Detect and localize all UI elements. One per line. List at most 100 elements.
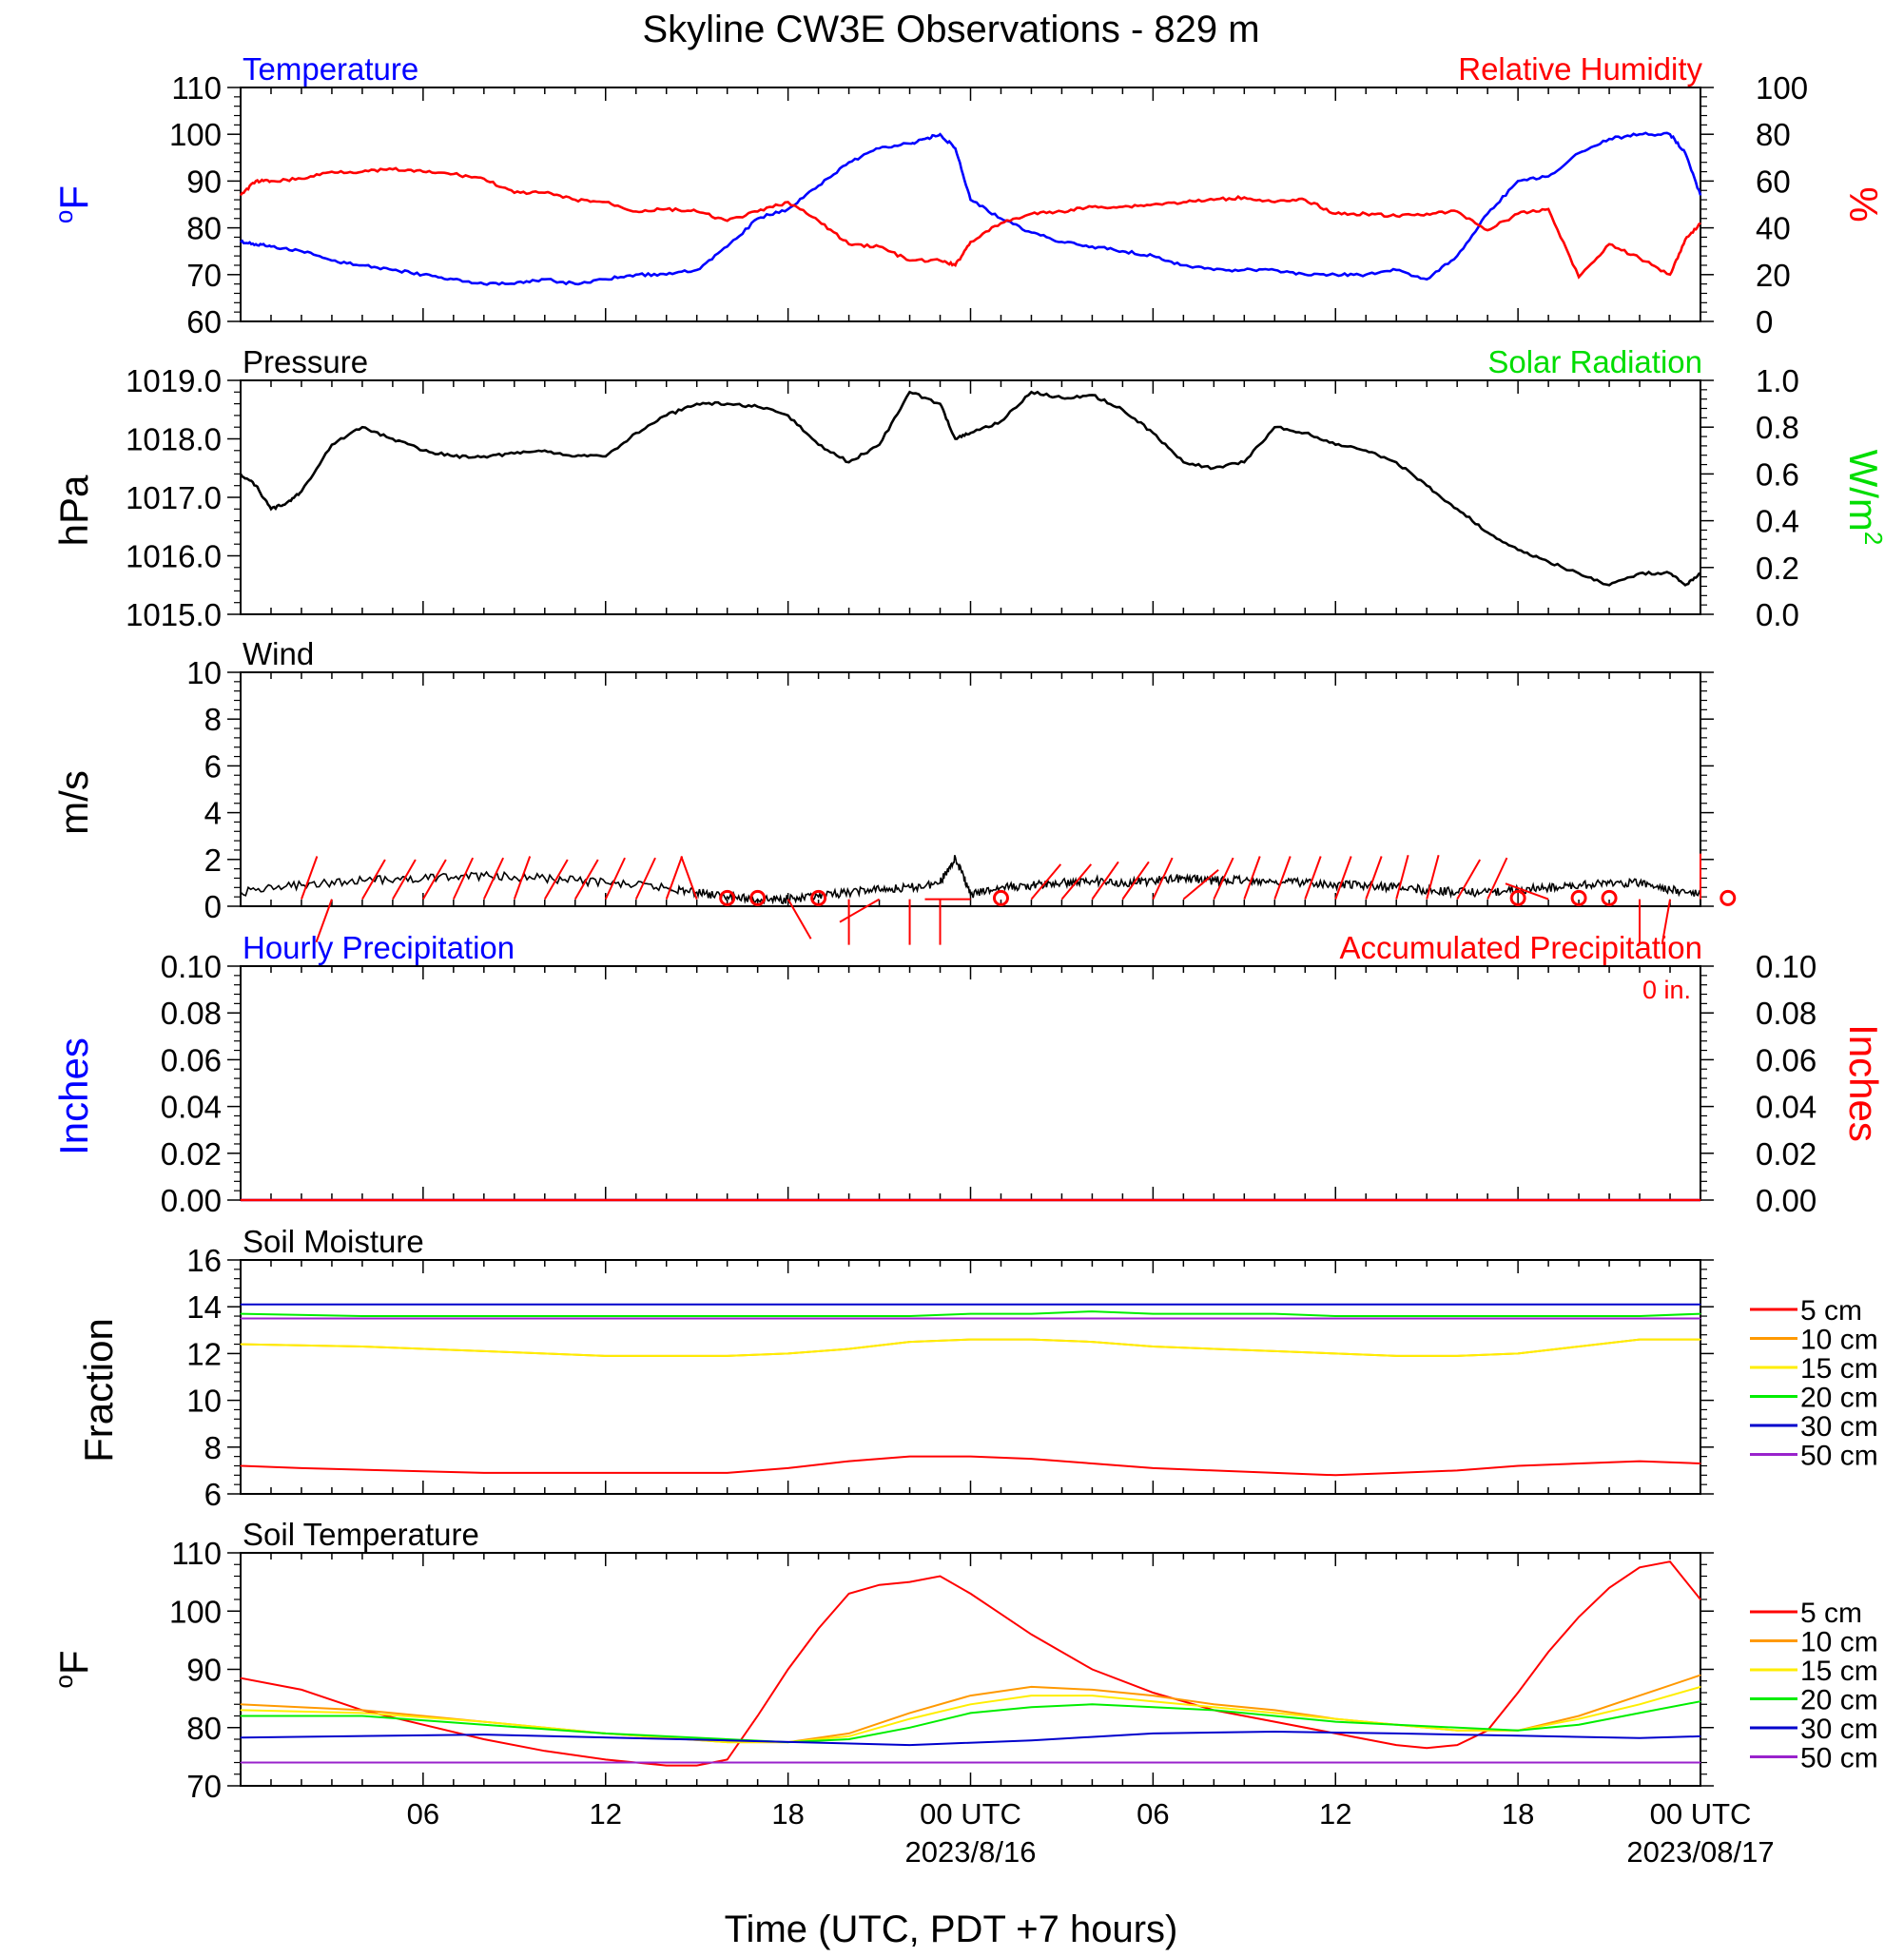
data-point [1365, 274, 1367, 276]
data-point [544, 450, 546, 452]
data-point [514, 453, 515, 455]
y-axis-label: oF [49, 1650, 96, 1688]
data-point [969, 199, 972, 201]
y-right-tick-label: 60 [1756, 164, 1791, 199]
data-point [1684, 152, 1686, 154]
data-point [1334, 1474, 1336, 1476]
data-point [847, 162, 850, 164]
y-tick-label: 0.00 [161, 1183, 222, 1218]
data-point [1639, 1737, 1641, 1739]
data-point [453, 173, 455, 175]
data-point [1395, 269, 1397, 271]
data-point [453, 455, 455, 457]
data-point [1152, 1706, 1154, 1708]
data-point [1152, 880, 1154, 882]
plot-frame [240, 1259, 1701, 1495]
data-point [878, 444, 881, 446]
wind-barb-calm [719, 889, 736, 906]
data-point [1273, 269, 1275, 271]
data-point [1334, 444, 1336, 446]
data-point [1517, 1734, 1519, 1736]
data-point [1639, 257, 1641, 260]
data-point [1152, 1692, 1154, 1694]
wind-barb [665, 856, 684, 900]
data-point [696, 403, 698, 405]
legend-label: 30 cm [1800, 1714, 1878, 1745]
data-point [361, 170, 363, 173]
data-point [1517, 213, 1519, 215]
data-point [908, 260, 911, 262]
data-point [1669, 1560, 1671, 1562]
data-point [1273, 1709, 1275, 1711]
data-point [1121, 882, 1123, 884]
data-point [483, 1472, 485, 1474]
data-point [847, 461, 850, 463]
data-point [1030, 231, 1033, 234]
data-point [908, 1456, 911, 1458]
data-point [635, 432, 637, 434]
data-point [1121, 409, 1123, 411]
y-right-axis-label: Inches [1841, 1024, 1886, 1142]
wind-barb [1456, 859, 1482, 901]
y-tick-label: 12 [186, 1336, 222, 1371]
series-line-5-cm [240, 1455, 1701, 1477]
wind-barb-calm [1570, 889, 1587, 906]
data-point [1486, 229, 1488, 231]
data-point [1152, 255, 1154, 257]
data-point [1486, 532, 1488, 533]
data-point [483, 875, 485, 877]
legend-label: 50 cm [1800, 1743, 1878, 1774]
time-axis: 06 12 18 00 UTC 06 12 18 00 UTC 2023/8/16 2023/08… [407, 1797, 1775, 1869]
data-point [605, 201, 607, 203]
data-point [1395, 1315, 1397, 1317]
wind-barb [1304, 856, 1322, 900]
data-point [1182, 461, 1184, 463]
figure-title: Skyline CW3E Observations - 829 m [642, 9, 1259, 50]
y-tick-label: 0.10 [161, 949, 222, 984]
data-point [361, 1346, 363, 1347]
data-point [908, 1727, 911, 1729]
data-point [847, 1738, 850, 1740]
data-point [954, 147, 957, 149]
x-tick-label: 12 [590, 1797, 622, 1831]
data-point [1334, 274, 1336, 276]
y-right-axis-label: % [1841, 186, 1886, 222]
y-tick-label: 4 [204, 796, 222, 831]
data-point [240, 1343, 242, 1346]
data-point [696, 891, 698, 893]
data-point [727, 1739, 729, 1741]
data-point [483, 178, 485, 180]
wind-barb [1273, 856, 1292, 900]
data-point [787, 1352, 789, 1354]
data-point [1456, 1744, 1458, 1746]
data-point [908, 1712, 911, 1715]
data-point [847, 243, 850, 245]
y-right-tick-label: 80 [1756, 117, 1791, 152]
data-point [1456, 1469, 1458, 1471]
accum-annotation: 0 in. [1642, 976, 1691, 1004]
y-right-tick-label: 0.8 [1756, 410, 1799, 445]
wind-barb [361, 859, 386, 901]
y-right-tick-label: 0.04 [1756, 1090, 1817, 1125]
data-point [240, 1703, 242, 1705]
legend-label: 10 cm [1800, 1627, 1878, 1658]
data-point [635, 274, 637, 276]
data-point [908, 886, 911, 888]
data-point [969, 1712, 972, 1715]
data-point [1578, 1724, 1580, 1726]
legend-label: 5 cm [1800, 1598, 1862, 1629]
data-point [1243, 880, 1245, 882]
wind-barb [315, 899, 333, 943]
data-point [1030, 391, 1033, 393]
y-tick-label: 80 [186, 211, 222, 246]
data-point [574, 455, 576, 457]
y-axis-label-base: F [51, 1650, 96, 1675]
data-point [361, 880, 363, 882]
data-point [1334, 1352, 1336, 1354]
panel-title-left: Wind [243, 636, 314, 671]
data-point [1152, 1733, 1154, 1734]
data-point [270, 508, 272, 510]
data-point [1608, 243, 1610, 245]
data-point [1091, 1341, 1094, 1343]
